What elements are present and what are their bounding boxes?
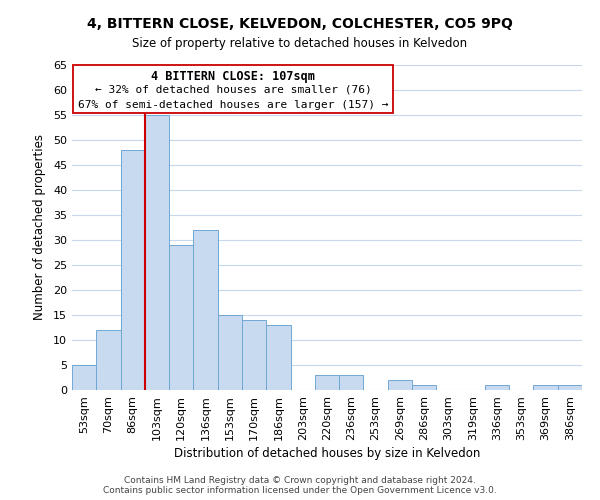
- X-axis label: Distribution of detached houses by size in Kelvedon: Distribution of detached houses by size …: [174, 447, 480, 460]
- Bar: [485, 385, 509, 390]
- Bar: [242, 320, 266, 390]
- Y-axis label: Number of detached properties: Number of detached properties: [33, 134, 46, 320]
- Text: Size of property relative to detached houses in Kelvedon: Size of property relative to detached ho…: [133, 38, 467, 51]
- Bar: [193, 230, 218, 390]
- Bar: [339, 375, 364, 390]
- Text: Contains HM Land Registry data © Crown copyright and database right 2024.
Contai: Contains HM Land Registry data © Crown c…: [103, 476, 497, 495]
- Bar: [388, 380, 412, 390]
- Bar: [169, 245, 193, 390]
- Text: 4 BITTERN CLOSE: 107sqm: 4 BITTERN CLOSE: 107sqm: [151, 70, 315, 83]
- Bar: [72, 365, 96, 390]
- Bar: [266, 325, 290, 390]
- Bar: [533, 385, 558, 390]
- Bar: [121, 150, 145, 390]
- Bar: [145, 115, 169, 390]
- Bar: [315, 375, 339, 390]
- Text: 4, BITTERN CLOSE, KELVEDON, COLCHESTER, CO5 9PQ: 4, BITTERN CLOSE, KELVEDON, COLCHESTER, …: [87, 18, 513, 32]
- Bar: [558, 385, 582, 390]
- Bar: [218, 315, 242, 390]
- Text: ← 32% of detached houses are smaller (76): ← 32% of detached houses are smaller (76…: [95, 85, 371, 95]
- Bar: [96, 330, 121, 390]
- FancyBboxPatch shape: [73, 65, 392, 112]
- Text: 67% of semi-detached houses are larger (157) →: 67% of semi-detached houses are larger (…: [77, 100, 388, 110]
- Bar: [412, 385, 436, 390]
